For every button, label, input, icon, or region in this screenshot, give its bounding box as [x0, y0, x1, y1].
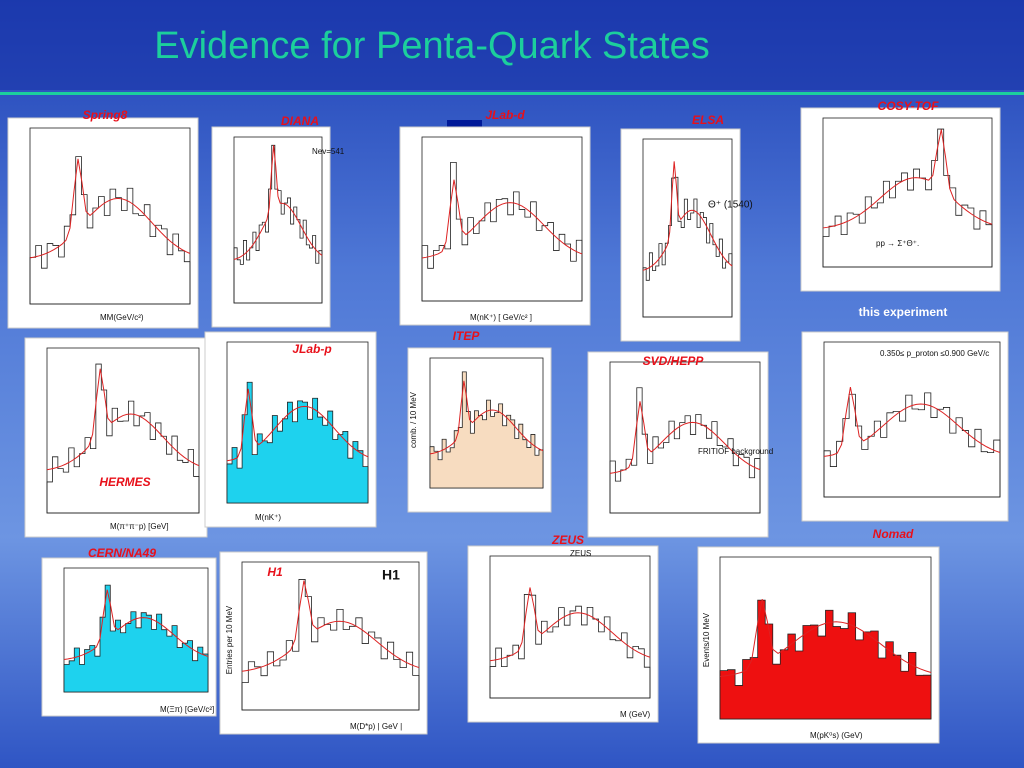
fit-curve	[489, 587, 651, 662]
histogram	[226, 381, 369, 504]
histogram	[29, 156, 191, 305]
note: this experiment	[859, 305, 948, 319]
plot-panel	[211, 126, 331, 328]
experiment-label: Spring8	[83, 108, 128, 122]
title-rule	[0, 92, 1024, 95]
fit-curve	[63, 589, 209, 660]
plot-text: M(nK⁺)	[255, 513, 281, 522]
histogram	[823, 392, 1001, 498]
histogram	[429, 371, 544, 489]
plot-text: M(nK⁺) [ GeV/c² ]	[470, 313, 532, 322]
plot-text: Events/10 MeV	[702, 612, 711, 667]
histogram	[822, 128, 993, 268]
experiment-label: HERMES	[99, 475, 150, 489]
histogram	[719, 599, 932, 720]
experiment-label: DIANA	[281, 114, 319, 128]
fit-curve	[823, 386, 1001, 457]
fit-curve	[609, 401, 761, 474]
marker-box	[447, 120, 482, 128]
plot-text: Entries per 10 MeV	[225, 605, 234, 674]
experiment-label: H1	[267, 565, 283, 579]
histogram	[609, 387, 761, 514]
histogram	[241, 579, 420, 711]
plot-panel	[801, 331, 1009, 522]
plot-text: M(Ξπ) [GeV/c²]	[160, 705, 214, 714]
panels: Spring8 MM(GeV/c²) DIANA Nev=541 JLab-d M(nK⁺…	[7, 99, 1009, 744]
experiment-label: CERN/NA49	[88, 546, 156, 560]
experiment-label: COSY-TOF	[878, 99, 940, 113]
experiment-label: JLab-p	[292, 342, 331, 356]
histogram	[63, 584, 209, 693]
plot-text: Θ⁺ (1540)	[708, 200, 753, 211]
fit-curve	[822, 129, 993, 229]
fit-curve	[642, 161, 733, 271]
experiment-label: ELSA	[692, 113, 724, 127]
plot-text: M(pK⁰s) (GeV)	[810, 731, 863, 740]
plot-panel	[7, 117, 199, 329]
plot-panel	[24, 337, 208, 538]
plot-panel	[467, 545, 659, 723]
experiment-label: ZEUS	[551, 533, 584, 547]
fit-curve	[46, 368, 200, 471]
plot-text: MM(GeV/c²)	[100, 313, 144, 322]
plot-text: M(D*p) | GeV |	[350, 722, 402, 731]
plot-panel	[620, 128, 741, 342]
header-band	[0, 0, 1024, 90]
histogram	[46, 363, 200, 514]
plot-panel	[399, 126, 591, 326]
plot-panel	[587, 351, 769, 538]
plot-panel	[219, 551, 428, 735]
experiment-label: Nomad	[873, 527, 914, 541]
fit-curve	[233, 145, 323, 260]
fit-curve	[429, 380, 544, 455]
plot-text: 0.350≤ p_proton ≤0.900 GeV/c	[880, 349, 989, 358]
plot-text: FRITIOF background	[698, 447, 773, 456]
plot-text: M(π⁺π⁻p) [GeV]	[110, 522, 169, 531]
experiment-label: SVD/HEPP	[643, 354, 705, 368]
fit-curve	[719, 599, 932, 678]
histogram	[489, 594, 651, 699]
plot-text: H1	[382, 567, 400, 583]
experiment-label: ITEP	[453, 329, 481, 343]
plot-text: Nev=541	[312, 147, 345, 156]
plot-text: ZEUS	[570, 549, 591, 558]
plot-text: pp → Σ⁺Θ⁺.	[876, 239, 919, 248]
fit-curve	[241, 580, 420, 672]
fit-curve	[226, 388, 369, 462]
fit-curve	[29, 158, 191, 259]
plot-text: M (GeV)	[620, 710, 651, 719]
slide-title: Evidence for Penta-Quark States	[154, 25, 710, 67]
histogram	[421, 161, 583, 302]
experiment-label: JLab-d	[485, 108, 525, 122]
plot-panel	[800, 107, 1001, 292]
plot-text: comb. / 10 MeV	[409, 391, 418, 448]
fit-curve	[421, 179, 583, 259]
